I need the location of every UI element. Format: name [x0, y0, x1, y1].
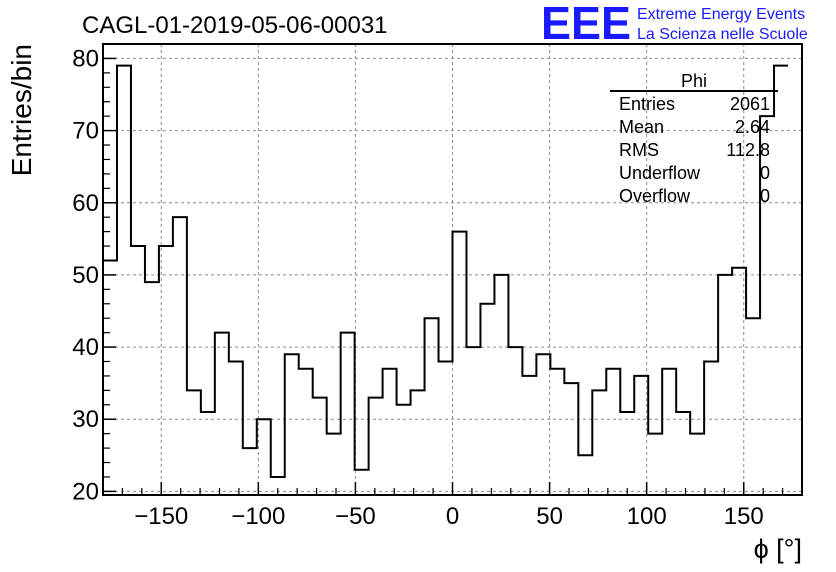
x-axis-title: ϕ [°] — [754, 534, 802, 564]
y-tick-label: 30 — [72, 406, 99, 433]
y-tick-label: 40 — [72, 334, 99, 361]
stats-row-value: 2.64 — [735, 117, 770, 137]
stats-box: Phi Entries 2061 Mean 2.64 RMS 112.8 Underflow… — [610, 71, 778, 206]
y-tick-label: 60 — [72, 190, 99, 217]
stats-row-label: Underflow — [619, 163, 701, 183]
x-tick-label: 50 — [536, 503, 563, 530]
y-tick-label: 20 — [72, 478, 99, 505]
stats-row-label: Mean — [619, 117, 664, 137]
x-tick-label: 100 — [627, 503, 667, 530]
y-axis-title: Entries/bin — [6, 44, 37, 176]
histogram-step-line — [103, 64, 789, 478]
stats-row-label: RMS — [619, 140, 659, 160]
histogram-line — [103, 64, 789, 478]
stats-row-value: 0 — [760, 163, 770, 183]
stats-row-value: 0 — [760, 186, 770, 206]
eee-logo-mark: EEE — [541, 0, 631, 49]
axis-ticks — [103, 43, 784, 495]
stats-row-value: 2061 — [730, 94, 770, 114]
stats-row-value: 112.8 — [726, 140, 770, 160]
x-tick-label: 150 — [724, 503, 764, 530]
eee-logo-line2: La Scienza nelle Scuole — [637, 26, 808, 43]
eee-logo-line1: Extreme Energy Events — [637, 6, 805, 23]
x-tick-label: −50 — [335, 503, 376, 530]
y-tick-label: 50 — [72, 262, 99, 289]
x-tick-label: 0 — [446, 503, 459, 530]
stats-row-label: Overflow — [619, 186, 691, 206]
y-tick-label: 70 — [72, 118, 99, 145]
eee-logo: EEE Extreme Energy Events La Scienza nel… — [541, 0, 808, 49]
tick-labels: −150 −100 −50 0 50 100 150 20 30 40 50 60 70 80 — [72, 45, 763, 530]
y-tick-label: 80 — [72, 45, 99, 72]
x-tick-label: −100 — [231, 503, 285, 530]
stats-title: Phi — [681, 71, 707, 91]
stats-row-label: Entries — [619, 94, 675, 114]
run-title: CAGL-01-2019-05-06-00031 — [82, 12, 388, 39]
x-tick-label: −150 — [134, 503, 188, 530]
